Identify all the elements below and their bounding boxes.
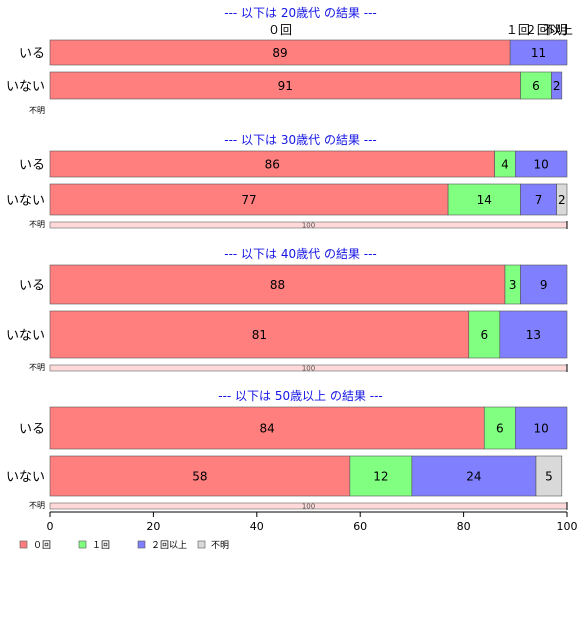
bar-segment xyxy=(49,39,511,66)
bar-value-label: 2 xyxy=(558,193,566,207)
row-label: いない xyxy=(6,194,45,209)
row-label: いない xyxy=(6,80,45,95)
bar-value-label: 5 xyxy=(545,470,553,484)
bar-value-label: 14 xyxy=(477,193,492,207)
panel-title: --- 以下は 50歳以上 の結果 --- xyxy=(218,389,383,403)
bar-value-label: 11 xyxy=(531,46,546,60)
row-label: いる xyxy=(19,279,45,294)
bar-value-label: 6 xyxy=(496,422,504,436)
bar-value-label: 81 xyxy=(252,328,267,342)
bar-segment xyxy=(49,406,485,450)
bar-segment xyxy=(499,310,568,359)
legend-swatch xyxy=(197,540,206,549)
bar-value-label: 24 xyxy=(466,470,481,484)
row-label: いる xyxy=(19,158,45,173)
unknown-bar-value: 100 xyxy=(302,365,315,373)
legend-swatch xyxy=(78,540,87,549)
unknown-row-label: 不明 xyxy=(29,106,45,115)
legend-label: ２回以上 xyxy=(151,540,187,551)
x-tick-label: 80 xyxy=(457,520,471,533)
legend-swatch xyxy=(19,540,28,549)
bar-segment xyxy=(520,264,568,305)
top-category-label: 不明 xyxy=(543,23,567,37)
unknown-row-label: 不明 xyxy=(29,363,45,372)
bar-value-label: 9 xyxy=(540,278,548,292)
panel-title: --- 以下は 30歳代 の結果 --- xyxy=(224,133,377,147)
bar-segment xyxy=(49,264,506,305)
unknown-bar-value: 100 xyxy=(302,222,315,230)
bar-value-label: 91 xyxy=(278,79,293,93)
bar-segment xyxy=(349,455,413,497)
bar-value-label: 13 xyxy=(526,328,541,342)
bar-value-label: 89 xyxy=(272,46,287,60)
unknown-row-label: 不明 xyxy=(29,220,45,229)
bar-value-label: 12 xyxy=(373,470,388,484)
x-tick-label: 20 xyxy=(146,520,160,533)
x-tick-label: 60 xyxy=(353,520,367,533)
row-label: いない xyxy=(6,470,45,485)
bar-value-label: 7 xyxy=(535,193,543,207)
bar-segment xyxy=(49,183,449,216)
bar-value-label: 84 xyxy=(259,422,274,436)
panel-title: --- 以下は 20歳代 の結果 --- xyxy=(224,6,377,20)
bar-segment xyxy=(411,455,537,497)
bar-value-label: 58 xyxy=(192,470,207,484)
bar-segment xyxy=(535,455,563,497)
unknown-bar-value: 100 xyxy=(302,503,315,511)
unknown-row-label: 不明 xyxy=(29,501,45,510)
bar-segment xyxy=(551,71,563,100)
bar-segment xyxy=(520,183,557,216)
bar-segment xyxy=(49,150,495,178)
bar-value-label: 4 xyxy=(501,158,509,172)
row-label: いない xyxy=(6,329,45,344)
bar-value-label: 10 xyxy=(534,422,549,436)
bar-segment xyxy=(49,310,470,359)
bar-value-label: 77 xyxy=(241,193,256,207)
row-label: いる xyxy=(19,47,45,62)
bar-segment xyxy=(49,455,351,497)
legend-label: １回 xyxy=(92,540,110,551)
bar-segment xyxy=(468,310,501,359)
bar-value-label: 2 xyxy=(553,79,561,93)
top-category-label: ０回 xyxy=(268,23,292,37)
panel-title: --- 以下は 40歳代 の結果 --- xyxy=(224,247,377,261)
bar-value-label: 6 xyxy=(532,79,540,93)
bar-segment xyxy=(514,406,568,450)
x-tick-label: 40 xyxy=(250,520,264,533)
bar-segment xyxy=(520,71,552,100)
legend-swatch xyxy=(137,540,146,549)
top-category-label: １回 xyxy=(506,23,530,37)
bar-segment xyxy=(556,183,568,216)
bar-segment xyxy=(49,71,521,100)
bar-value-label: 3 xyxy=(509,278,517,292)
bar-value-label: 86 xyxy=(265,158,280,172)
x-tick-label: 0 xyxy=(47,520,54,533)
bar-value-label: 6 xyxy=(480,328,488,342)
top-category-label: ２回以上 xyxy=(525,23,573,37)
bar-segment xyxy=(483,406,516,450)
row-label: いる xyxy=(19,422,45,437)
bar-segment xyxy=(509,39,568,66)
bar-value-label: 88 xyxy=(270,278,285,292)
x-tick-label: 100 xyxy=(557,520,578,533)
legend-label: ０回 xyxy=(33,540,51,551)
legend-label: 不明 xyxy=(211,540,229,551)
bar-segment xyxy=(514,150,568,178)
bar-segment xyxy=(447,183,521,216)
bar-value-label: 10 xyxy=(534,158,549,172)
